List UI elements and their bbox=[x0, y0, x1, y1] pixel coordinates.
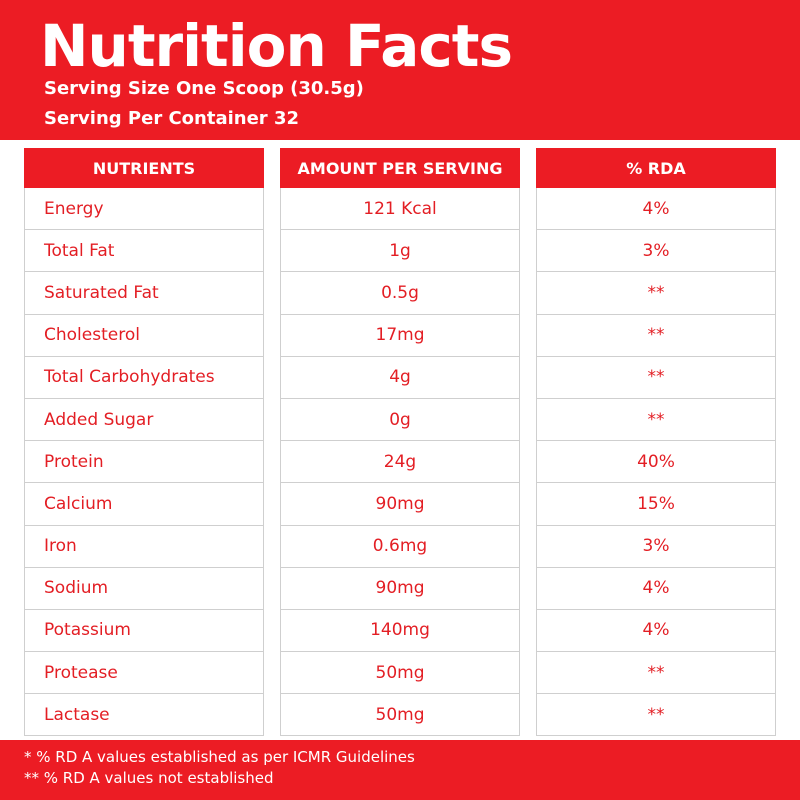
footnote: ** % RD A values not established bbox=[24, 769, 274, 787]
table-cell: 0g bbox=[280, 398, 520, 442]
table-cell: 24g bbox=[280, 441, 520, 484]
table-cell: Potassium bbox=[24, 609, 264, 653]
table-cell: Protein bbox=[24, 441, 264, 484]
footnote: * % RD A values established as per ICMR … bbox=[24, 748, 415, 766]
table-column: AMOUNT PER SERVING 121 Kcal 1g 0.5g 17mg 4g 0g… bbox=[280, 148, 520, 737]
table-cell: 4% bbox=[536, 567, 776, 610]
table-cell: 50mg bbox=[280, 652, 520, 695]
table-cell: Saturated Fat bbox=[24, 272, 264, 315]
table-cell: 4g bbox=[280, 356, 520, 399]
table-cell: Protease bbox=[24, 652, 264, 695]
table-column: NUTRIENTS Energy Total Fat Saturated Fat Cho… bbox=[24, 148, 264, 737]
table-cell: 4% bbox=[536, 188, 776, 231]
table-cell: Calcium bbox=[24, 483, 264, 526]
table-cell: Energy bbox=[24, 188, 264, 231]
table-cell: Cholesterol bbox=[24, 314, 264, 357]
table-cell: 1g bbox=[280, 230, 520, 273]
table-cell: 90mg bbox=[280, 483, 520, 526]
table-column: % RDA 4% 3% ** ** ** ** 40% 15% 3% 4% 4% ** ** bbox=[536, 148, 776, 737]
title: Nutrition Facts bbox=[40, 12, 513, 80]
footer-band: * % RD A values established as per ICMR … bbox=[0, 740, 800, 800]
servings: Serving Per Container 32 bbox=[44, 108, 299, 129]
table-cell: 4% bbox=[536, 609, 776, 653]
table-cell: Added Sugar bbox=[24, 398, 264, 442]
table-cell: ** bbox=[536, 356, 776, 399]
table-cell: 3% bbox=[536, 230, 776, 273]
column-header: % RDA bbox=[536, 148, 776, 188]
table-cell: 90mg bbox=[280, 567, 520, 610]
table-cell: 15% bbox=[536, 483, 776, 526]
table-cell: 0.5g bbox=[280, 272, 520, 315]
table-cell: Iron bbox=[24, 525, 264, 568]
table-cell: 140mg bbox=[280, 609, 520, 653]
table-cell: ** bbox=[536, 272, 776, 315]
table-cell: ** bbox=[536, 694, 776, 737]
serving-size: Serving Size One Scoop (30.5g) bbox=[44, 78, 364, 99]
table-cell: Total Fat bbox=[24, 230, 264, 273]
table-cell: ** bbox=[536, 314, 776, 357]
table-cell: ** bbox=[536, 398, 776, 442]
column-header: AMOUNT PER SERVING bbox=[280, 148, 520, 188]
table-cell: 40% bbox=[536, 441, 776, 484]
table-cell: 0.6mg bbox=[280, 525, 520, 568]
table-cell: Lactase bbox=[24, 694, 264, 737]
table-cell: Sodium bbox=[24, 567, 264, 610]
table-cell: 50mg bbox=[280, 694, 520, 737]
table-cell: ** bbox=[536, 652, 776, 695]
header-band: Nutrition Facts Serving Size One Scoop (… bbox=[0, 0, 800, 140]
table-cell: 17mg bbox=[280, 314, 520, 357]
column-header: NUTRIENTS bbox=[24, 148, 264, 188]
table-cell: 121 Kcal bbox=[280, 188, 520, 231]
table-cell: Total Carbohydrates bbox=[24, 356, 264, 399]
table-cell: 3% bbox=[536, 525, 776, 568]
